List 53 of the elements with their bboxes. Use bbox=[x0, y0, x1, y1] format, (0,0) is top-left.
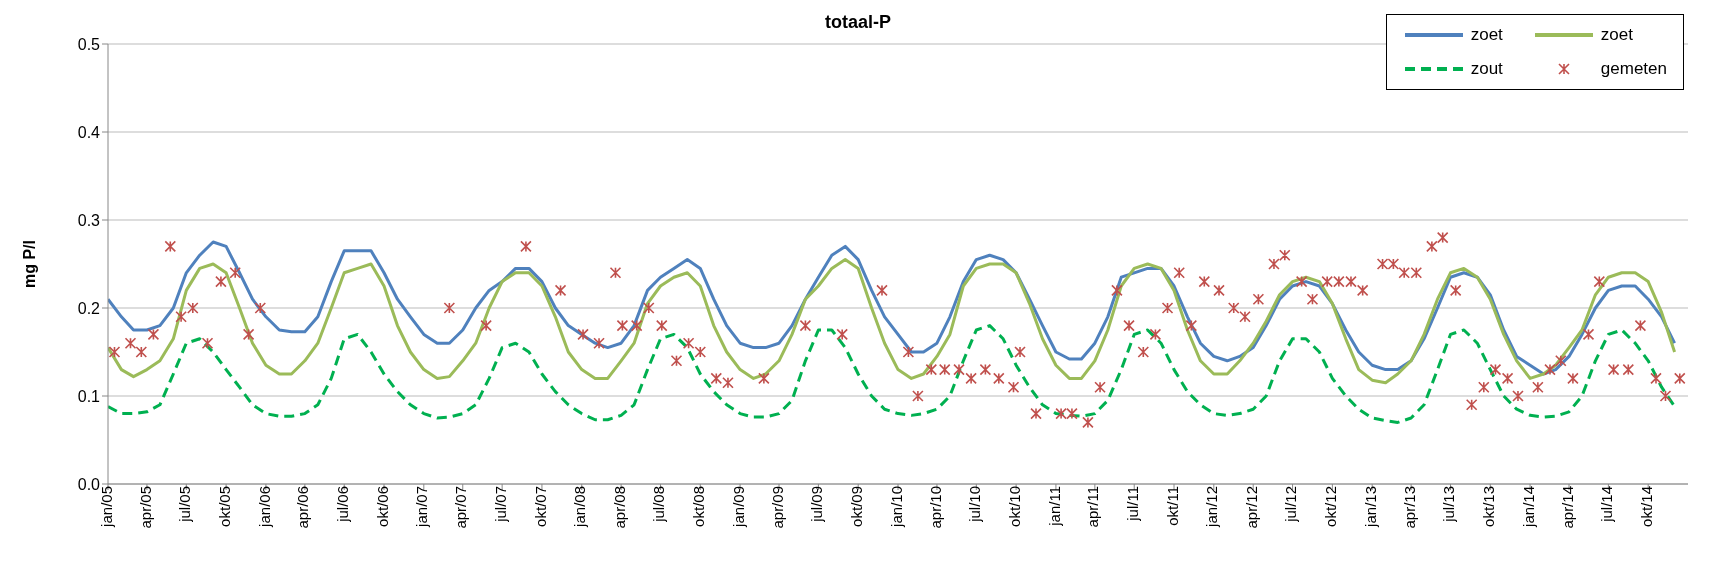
x-tick-label: apr/07 bbox=[452, 486, 470, 529]
x-tick-label: okt/12 bbox=[1322, 486, 1340, 527]
x-tick-label: jul/05 bbox=[175, 486, 193, 523]
x-tick-label: okt/08 bbox=[689, 486, 707, 527]
x-tick-label: jul/12 bbox=[1282, 486, 1300, 523]
x-tick-label: okt/11 bbox=[1163, 486, 1181, 526]
x-tick-label: jan/08 bbox=[571, 486, 589, 528]
x-tick-label: okt/07 bbox=[531, 486, 549, 527]
y-tick-label: 0.2 bbox=[77, 299, 101, 317]
x-tick-label: jul/10 bbox=[965, 486, 983, 523]
x-tick-label: apr/09 bbox=[768, 486, 786, 529]
x-tick-label: apr/12 bbox=[1242, 486, 1260, 529]
line-series bbox=[108, 324, 1677, 424]
x-tick-label: jan/07 bbox=[413, 486, 431, 528]
y-axis-title: mg P/l bbox=[20, 239, 38, 289]
chart-title: totaal-P bbox=[824, 12, 891, 32]
y-tick-label: 0.1 bbox=[77, 387, 101, 405]
legend-label: zoet bbox=[1600, 25, 1633, 45]
legend-label: gemeten bbox=[1600, 59, 1667, 79]
x-tick-label: apr/11 bbox=[1084, 486, 1102, 528]
x-tick-label: okt/10 bbox=[1005, 486, 1023, 527]
x-tick-label: jan/09 bbox=[729, 486, 747, 528]
x-tick-label: jan/12 bbox=[1203, 486, 1221, 528]
legend-label: zout bbox=[1470, 59, 1503, 79]
legend-label: zoet bbox=[1470, 25, 1503, 45]
x-tick-label: jul/07 bbox=[491, 486, 509, 523]
x-tick-label: jul/14 bbox=[1598, 486, 1616, 523]
x-tick-label: jul/06 bbox=[333, 486, 351, 523]
x-tick-label: apr/14 bbox=[1558, 486, 1576, 529]
y-tick-label: 0.4 bbox=[77, 123, 101, 141]
x-tick-label: okt/05 bbox=[215, 486, 233, 527]
x-tick-label: jan/13 bbox=[1361, 486, 1379, 528]
x-tick-label: okt/09 bbox=[847, 486, 865, 527]
x-tick-label: jan/14 bbox=[1519, 486, 1537, 528]
y-tick-label: 0.3 bbox=[77, 211, 101, 229]
x-tick-label: apr/10 bbox=[926, 486, 944, 529]
x-tick-label: jan/11 bbox=[1045, 486, 1063, 527]
y-tick-label: 0.0 bbox=[77, 475, 101, 493]
line-series bbox=[108, 258, 1677, 385]
x-tick-label: jan/10 bbox=[887, 486, 905, 528]
x-tick-label: apr/13 bbox=[1400, 486, 1418, 529]
y-tick-label: 0.5 bbox=[77, 35, 101, 53]
x-tick-label: apr/06 bbox=[294, 486, 312, 529]
x-tick-label: okt/13 bbox=[1479, 486, 1497, 527]
x-tick-label: jan/06 bbox=[255, 486, 273, 528]
x-tick-label: okt/06 bbox=[373, 486, 391, 527]
x-tick-label: jul/13 bbox=[1440, 486, 1458, 523]
x-tick-label: apr/05 bbox=[136, 486, 154, 529]
x-tick-label: okt/14 bbox=[1637, 486, 1655, 527]
x-tick-label: apr/08 bbox=[610, 486, 628, 529]
x-tick-label: jul/11 bbox=[1123, 486, 1141, 522]
x-tick-label: jul/08 bbox=[650, 486, 668, 523]
x-tick-label: jul/09 bbox=[808, 486, 826, 523]
